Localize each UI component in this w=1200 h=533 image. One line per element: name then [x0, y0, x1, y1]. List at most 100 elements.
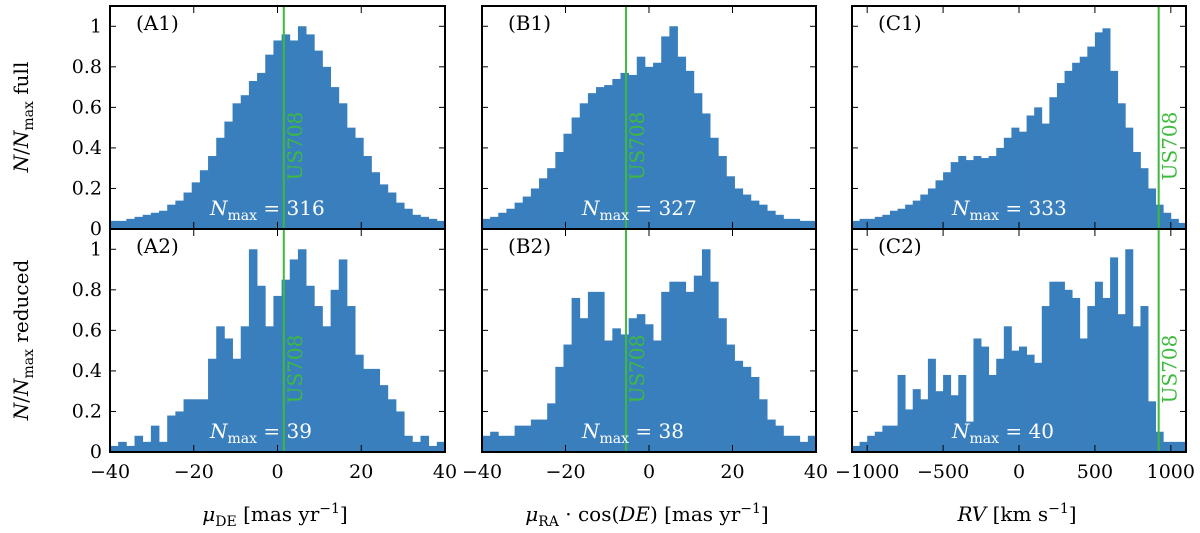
panel-c2: US708 (C2) Nmax = 40 −1000 −500 0 500 1000	[835, 228, 1195, 483]
histogram-bar	[912, 200, 921, 229]
histogram-bar	[859, 218, 868, 229]
histogram-bar	[1102, 297, 1111, 452]
histogram-bar	[587, 291, 597, 452]
histogram-bar	[490, 431, 499, 452]
histogram-bar	[1170, 441, 1179, 452]
histogram-bar	[1011, 127, 1020, 229]
histogram-bar	[1148, 188, 1157, 229]
histogram-bar	[126, 218, 135, 229]
histogram-bar	[889, 425, 898, 452]
histogram-bar	[257, 285, 266, 452]
histogram-bar	[498, 435, 507, 452]
histogram-bar	[596, 291, 605, 452]
histogram-bar	[897, 374, 906, 452]
histogram-bar	[248, 249, 258, 452]
histogram-bar	[710, 281, 719, 452]
panel-frame	[481, 228, 817, 453]
histogram-bar	[110, 220, 119, 229]
histogram-bar	[506, 435, 515, 452]
histogram-bar	[950, 395, 959, 452]
histogram-bar	[1117, 103, 1126, 229]
y-tick-label: 0	[90, 441, 102, 463]
histogram-bar	[1110, 257, 1119, 452]
histogram-bar	[420, 216, 430, 229]
histogram-bar	[734, 188, 744, 229]
histogram-bar	[612, 328, 621, 452]
histogram-bar	[1125, 127, 1134, 229]
histogram-bar	[555, 151, 564, 229]
histogram-bars	[110, 26, 445, 229]
histogram-bar	[216, 137, 225, 229]
histogram-bar	[281, 34, 291, 229]
histogram-bar	[514, 425, 524, 452]
x-tick-label: −500	[917, 461, 969, 483]
histogram-bar	[912, 389, 921, 452]
histogram-bar	[579, 103, 589, 229]
histogram-bar	[935, 180, 944, 229]
histogram-bar	[522, 196, 532, 229]
histogram-bar	[973, 156, 982, 229]
histogram-bar	[669, 281, 678, 452]
histogram-bar	[208, 358, 217, 452]
histogram-bar	[159, 210, 168, 229]
histogram-bar	[958, 374, 967, 452]
us708-marker-label: US708	[283, 335, 307, 404]
histogram-bar	[644, 66, 654, 229]
histogram-bar	[669, 26, 678, 229]
histogram-bar	[297, 26, 307, 229]
y-tick-label: 1	[90, 15, 102, 37]
histogram-bar	[420, 435, 430, 452]
histogram-bar	[404, 435, 413, 452]
histogram-bar	[965, 160, 974, 229]
histogram-bar	[183, 192, 193, 229]
histogram-bar	[412, 441, 421, 452]
histogram-bar	[216, 326, 225, 452]
histogram-bar	[859, 441, 868, 452]
histogram-bar	[775, 214, 784, 229]
histogram-bar	[289, 40, 299, 229]
histogram-bar	[498, 212, 507, 229]
x-tick-label: 0	[1013, 461, 1025, 483]
histogram-bar	[387, 399, 397, 452]
histogram-bar	[208, 156, 217, 229]
histogram-bar	[685, 291, 695, 452]
nmax-label: Nmax = 39	[209, 419, 312, 447]
histogram-bar	[1163, 441, 1172, 452]
histogram-bar	[996, 358, 1005, 452]
x-tick-label: −20	[545, 461, 585, 483]
histogram-bar	[387, 192, 397, 229]
histogram-bar	[783, 435, 792, 452]
histogram-bar	[199, 170, 209, 229]
xlabel-column-b: μRA · cos(DE) [mas yr−1]	[525, 501, 768, 530]
histogram-bar	[1125, 249, 1134, 452]
histogram-bar	[799, 220, 809, 229]
histogram-bar	[927, 188, 936, 229]
x-tick-label: 0	[271, 461, 283, 483]
y-tick-label: 0.2	[72, 400, 102, 422]
xlabel-column-c: RV [km s−1]	[956, 501, 1076, 526]
histogram-bar	[338, 103, 348, 229]
panel-label: (A1)	[136, 11, 179, 35]
histogram-bar	[490, 216, 499, 229]
histogram-bar	[1094, 32, 1103, 229]
us708-marker-label: US708	[1158, 335, 1182, 404]
histogram-bar	[297, 249, 307, 452]
histogram-bar	[1110, 70, 1119, 229]
histogram-bar	[571, 297, 581, 452]
histogram-bar	[1148, 401, 1157, 452]
histogram-bar	[701, 113, 711, 229]
histogram-bar	[726, 344, 735, 452]
histogram-bar	[159, 441, 168, 452]
histogram-bar	[314, 306, 323, 452]
histogram-bar	[1064, 70, 1073, 229]
x-axis-titles: μDE [mas yr−1] μRA · cos(DE) [mas yr−1] …	[202, 501, 1076, 530]
histogram-bar	[1056, 281, 1065, 452]
histogram-bar	[330, 289, 340, 452]
histogram-bar	[579, 318, 589, 452]
histogram-bar	[363, 368, 372, 452]
histogram-bar	[1041, 306, 1050, 452]
histogram-bar	[289, 259, 299, 452]
histogram-bar	[404, 208, 413, 229]
us708-marker-label: US708	[625, 335, 649, 404]
